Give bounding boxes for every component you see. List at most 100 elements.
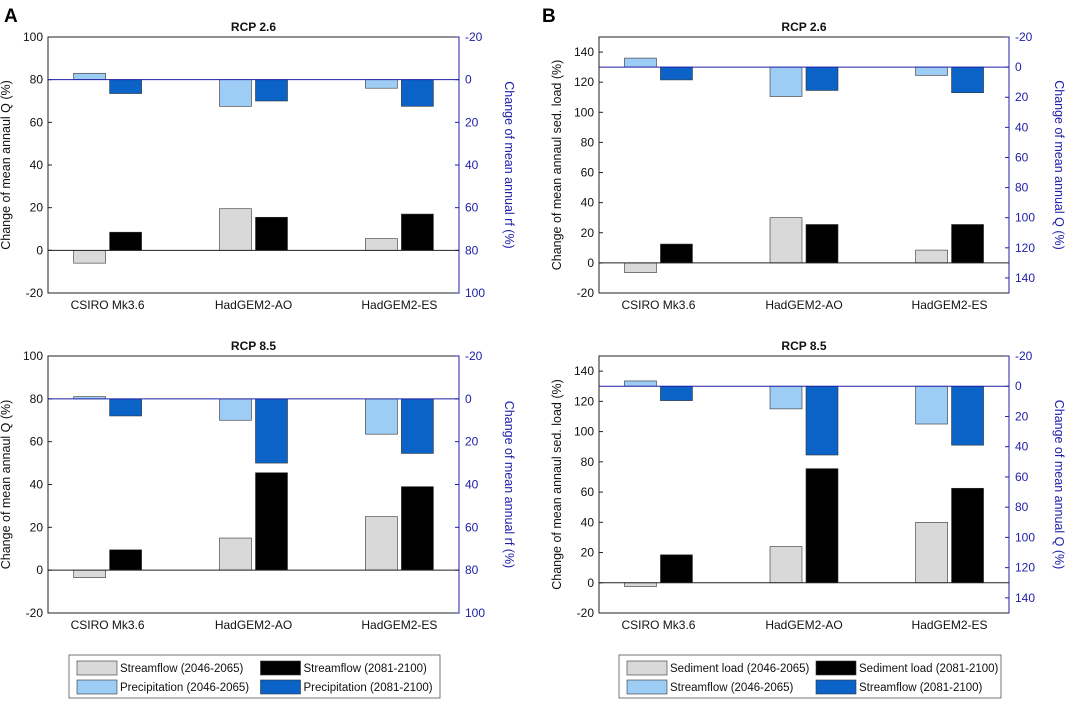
- chart1-title: RCP 2.6: [781, 20, 826, 34]
- chart1-ytick-label: 20: [581, 226, 595, 240]
- chart0-y2tick-label: 60: [465, 201, 479, 215]
- chart2-bar-precipitation-2081-2100--hadgem2-ao: [255, 398, 288, 464]
- chart1-bar-streamflow-2046-2065--csiro-mk3-6: [624, 57, 657, 68]
- chart1-y2tick-label: 20: [1015, 90, 1029, 104]
- chart0-ytick-label: 20: [30, 201, 44, 215]
- chart1-y2tick-label: 140: [1015, 271, 1035, 285]
- chart1-y2tick-label: 80: [1015, 181, 1029, 195]
- chart3-ytick-label: 40: [581, 515, 595, 529]
- chart1-y2tick-label: -20: [1015, 30, 1033, 44]
- legend-b-label-0: Sediment load (2046-2065): [670, 663, 810, 675]
- chart3-category-label: CSIRO Mk3.6: [621, 618, 695, 632]
- legend-a-label-3: Precipitation (2081-2100): [304, 682, 433, 694]
- chart3-y2tick-label: 120: [1015, 561, 1035, 575]
- chart1-ylabel: Change of mean annaul sed. load (%): [550, 60, 564, 271]
- chart1-bar-streamflow-2046-2065--hadgem2-es: [915, 66, 948, 76]
- chart3-y2tick-label: 0: [1015, 379, 1022, 393]
- chart0-bar-precipitation-2046-2065--csiro-mk3-6: [73, 72, 106, 80]
- chart2-y2tick-label: 80: [465, 563, 479, 577]
- chart3-ytick-label: 120: [574, 394, 594, 408]
- chart0-bar-precipitation-2081-2100--csiro-mk3-6: [109, 79, 142, 94]
- chart1-bar-streamflow-2081-2100--hadgem2-es: [951, 66, 984, 94]
- legend-a-label-2: Precipitation (2046-2065): [120, 682, 249, 694]
- chart0-bar-streamflow-2046-2065--hadgem2-es: [365, 238, 398, 251]
- chart1-y2tick-label: 100: [1015, 211, 1035, 225]
- chart1-ytick-label: -20: [577, 286, 595, 300]
- chart0-bar-streamflow-2046-2065--hadgem2-ao: [219, 208, 252, 251]
- legend-b-swatch-1: [815, 660, 857, 676]
- chart3-y2tick-label: 100: [1015, 530, 1035, 544]
- legend-a-label-1: Streamflow (2081-2100): [304, 663, 428, 675]
- chart1-ytick-label: 120: [574, 75, 594, 89]
- chart2-y2tick-label: -20: [465, 349, 483, 363]
- chart2-bar-streamflow-2081-2100--hadgem2-ao: [255, 472, 288, 571]
- chart3-y2tick-label: 140: [1015, 591, 1035, 605]
- legend-a: [68, 654, 441, 699]
- chart0-ytick-label: 100: [23, 30, 43, 44]
- chart3-bar-sediment-load-2081-2100--csiro-mk3-6: [660, 554, 693, 584]
- chart0-ytick-label: -20: [26, 286, 44, 300]
- chart0-bar-precipitation-2081-2100--hadgem2-ao: [255, 79, 288, 102]
- chart3-title: RCP 8.5: [781, 339, 826, 353]
- chart1-category-label: HadGEM2-AO: [765, 298, 842, 312]
- chart0-y2tick-label: 20: [465, 115, 479, 129]
- chart2-y2tick-label: 0: [465, 392, 472, 406]
- chart3-y2tick-label: 60: [1015, 470, 1029, 484]
- chart3-y2tick-label: -20: [1015, 349, 1033, 363]
- chart0-category-label: HadGEM2-ES: [361, 298, 437, 312]
- chart3-ytick-label: 60: [581, 485, 595, 499]
- chart3-y2label: Change of mean annual Q (%): [1052, 400, 1065, 570]
- chart3-ytick-label: 100: [574, 425, 594, 439]
- chart0-plot-area: [47, 36, 460, 294]
- chart3-bar-sediment-load-2046-2065--hadgem2-es: [915, 521, 948, 584]
- chart0-category-label: CSIRO Mk3.6: [71, 298, 145, 312]
- legend-a-swatch-1: [260, 660, 301, 676]
- chart2-category-label: HadGEM2-AO: [215, 618, 292, 632]
- chart0-ylabel: Change of mean annaul Q (%): [0, 80, 13, 250]
- chart3-category-label: HadGEM2-AO: [765, 618, 842, 632]
- chart2-y2tick-label: 20: [465, 435, 479, 449]
- chart1-category-label: HadGEM2-ES: [912, 298, 988, 312]
- chart1-bar-streamflow-2046-2065--hadgem2-ao: [769, 66, 803, 97]
- chart0-bar-precipitation-2081-2100--hadgem2-es: [401, 79, 434, 107]
- chart2-bar-streamflow-2046-2065--csiro-mk3-6: [73, 569, 106, 578]
- chart1-bar-sediment-load-2081-2100--hadgem2-ao: [805, 224, 839, 264]
- chart1-y2tick-label: 120: [1015, 241, 1035, 255]
- chart3-bar-sediment-load-2081-2100--hadgem2-ao: [805, 468, 839, 584]
- chart1-bar-streamflow-2081-2100--csiro-mk3-6: [660, 66, 693, 81]
- legend-a-label-0: Streamflow (2046-2065): [120, 663, 244, 675]
- chart2-ytick-label: 60: [30, 435, 44, 449]
- chart3-bar-streamflow-2046-2065--hadgem2-es: [915, 385, 948, 425]
- chart3-y2tick-label: 20: [1015, 409, 1029, 423]
- panel-label-a: A: [4, 6, 18, 27]
- chart3-ytick-label: 80: [581, 455, 595, 469]
- chart1-bar-sediment-load-2046-2065--hadgem2-ao: [769, 217, 803, 264]
- chart2-y2label: Change of mean annual rf (%): [502, 401, 516, 568]
- chart1-bar-sediment-load-2046-2065--csiro-mk3-6: [624, 262, 657, 273]
- chart2-plot-area: [47, 355, 460, 614]
- panel-label-b: B: [542, 6, 556, 27]
- chart2-ytick-label: 40: [30, 478, 44, 492]
- chart2-bar-streamflow-2081-2100--csiro-mk3-6: [109, 549, 142, 571]
- chart0-ytick-label: 60: [30, 115, 44, 129]
- legend-b-label-1: Sediment load (2081-2100): [859, 663, 999, 675]
- chart0-category-label: HadGEM2-AO: [215, 298, 292, 312]
- chart3-ytick-label: 140: [574, 364, 594, 378]
- chart3-bar-streamflow-2046-2065--csiro-mk3-6: [624, 380, 657, 387]
- chart1-y2tick-label: 0: [1015, 60, 1022, 74]
- chart2-ytick-label: 80: [30, 392, 44, 406]
- legend-a-swatch-0: [76, 660, 118, 676]
- chart2-ylabel: Change of mean annaul Q (%): [0, 400, 13, 570]
- chart0-y2label: Change of mean annual rf (%): [502, 81, 516, 248]
- chart0-bar-streamflow-2081-2100--hadgem2-es: [401, 213, 434, 251]
- chart1-ytick-label: 140: [574, 45, 594, 59]
- chart0-bar-streamflow-2081-2100--hadgem2-ao: [255, 216, 288, 251]
- chart0-ytick-label: 0: [36, 243, 43, 257]
- chart3-bar-streamflow-2081-2100--hadgem2-ao: [805, 385, 839, 456]
- chart3-ytick-label: 20: [581, 546, 595, 560]
- chart0-bar-streamflow-2081-2100--csiro-mk3-6: [109, 231, 142, 251]
- chart3-ylabel: Change of mean annaul sed. load (%): [550, 379, 564, 590]
- chart1-y2tick-label: 60: [1015, 150, 1029, 164]
- chart3-bar-sediment-load-2081-2100--hadgem2-es: [951, 487, 984, 584]
- chart2-title: RCP 8.5: [231, 339, 276, 353]
